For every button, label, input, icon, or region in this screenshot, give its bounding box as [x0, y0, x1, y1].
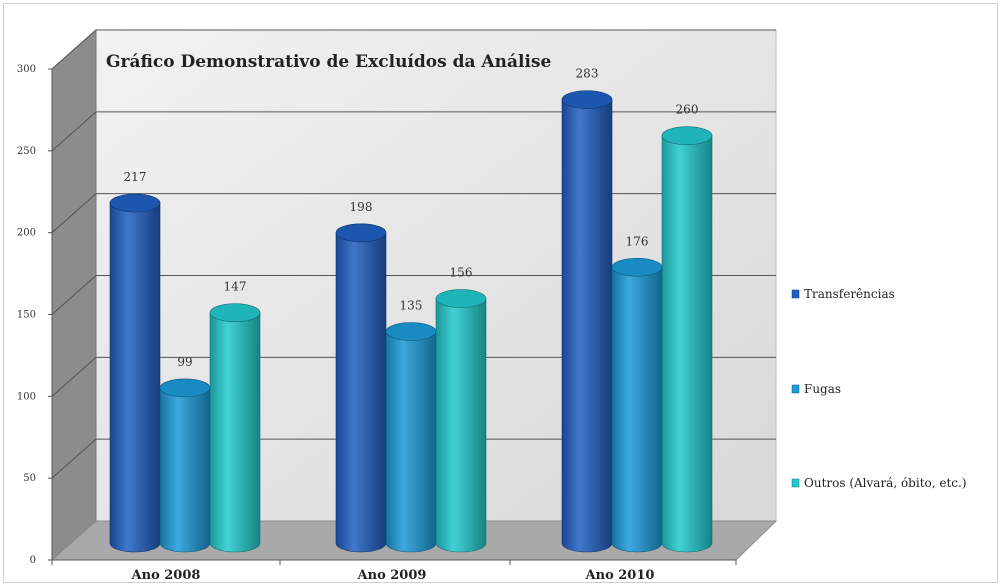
bar-outros-ano-2008 [209, 303, 261, 553]
y-axis: 0 50 100 150 200 250 300 [17, 64, 53, 566]
bar-body [661, 135, 713, 553]
legend-label: Fugas [804, 382, 841, 396]
y-tick-label: 50 [23, 473, 36, 484]
data-label: 99 [177, 355, 192, 369]
bar-body [335, 232, 387, 553]
bar-transferências-ano-2009 [335, 223, 387, 553]
bar-transferências-ano-2008 [109, 193, 161, 553]
bar-fugas-ano-2008 [159, 378, 211, 553]
data-labels: 217 99 147 198 135 156 283 176 260 [124, 67, 699, 369]
chart-title: Gráfico Demonstrativo de Excluídos da An… [106, 52, 551, 72]
bar-top [561, 90, 613, 109]
bar-body [435, 298, 487, 553]
gridline-side [51, 111, 97, 152]
bar-top [435, 289, 487, 308]
bar-body [385, 331, 437, 553]
legend-swatch [791, 478, 800, 488]
bar-body [209, 312, 261, 553]
data-label: 283 [576, 67, 599, 81]
x-category-label: Ano 2008 [131, 568, 201, 583]
legend-label: Outros (Alvará, óbito, etc.) [804, 476, 967, 490]
bar-fugas-ano-2009 [385, 322, 437, 553]
y-tick-label: 250 [17, 146, 36, 157]
bar-body [109, 202, 161, 553]
legend-item: Outros (Alvará, óbito, etc.) [791, 476, 967, 490]
bar-outros-ano-2010 [661, 126, 713, 553]
y-tick-label: 150 [17, 310, 36, 321]
gridline-side [51, 438, 97, 479]
gridline-side [51, 193, 97, 234]
bar-body [159, 387, 211, 553]
bar-top [209, 303, 261, 323]
data-label: 260 [676, 103, 699, 117]
legend-swatch [791, 384, 800, 394]
legend-swatch [791, 289, 800, 299]
bar-body [611, 266, 663, 553]
bar-body [561, 99, 613, 553]
legend-label: Transferências [804, 287, 895, 301]
x-category-label: Ano 2010 [585, 568, 655, 583]
gridline-side [51, 275, 97, 315]
bar-top [611, 257, 663, 277]
data-label: 135 [400, 299, 423, 313]
x-axis: Ano 2008 Ano 2009 Ano 2010 [51, 559, 737, 583]
bar-top [109, 193, 161, 213]
data-label: 176 [626, 234, 649, 248]
y-tick-label: 100 [17, 391, 36, 402]
data-label: 147 [224, 280, 247, 294]
bar-transferências-ano-2010 [561, 90, 613, 553]
bar-top [159, 378, 211, 398]
x-category-label: Ano 2009 [357, 568, 427, 583]
legend: Transferências Fugas Outros (Alvará, óbito… [791, 287, 967, 490]
legend-item: Transferências [791, 287, 895, 301]
bar-fugas-ano-2010 [611, 257, 663, 553]
data-label: 217 [124, 170, 147, 184]
data-label: 156 [450, 266, 473, 280]
y-tick-label: 200 [17, 228, 36, 239]
data-label: 198 [350, 200, 373, 214]
bar-top [335, 223, 387, 243]
bar-outros-ano-2009 [435, 289, 487, 553]
y-tick-label: 300 [17, 64, 36, 75]
gridline-side [51, 29, 97, 70]
bars [109, 90, 713, 553]
y-tick-label: 0 [30, 555, 36, 566]
bar-top [385, 322, 437, 341]
legend-item: Fugas [791, 382, 841, 396]
bar-top [661, 126, 713, 145]
gridline-side [51, 356, 97, 397]
